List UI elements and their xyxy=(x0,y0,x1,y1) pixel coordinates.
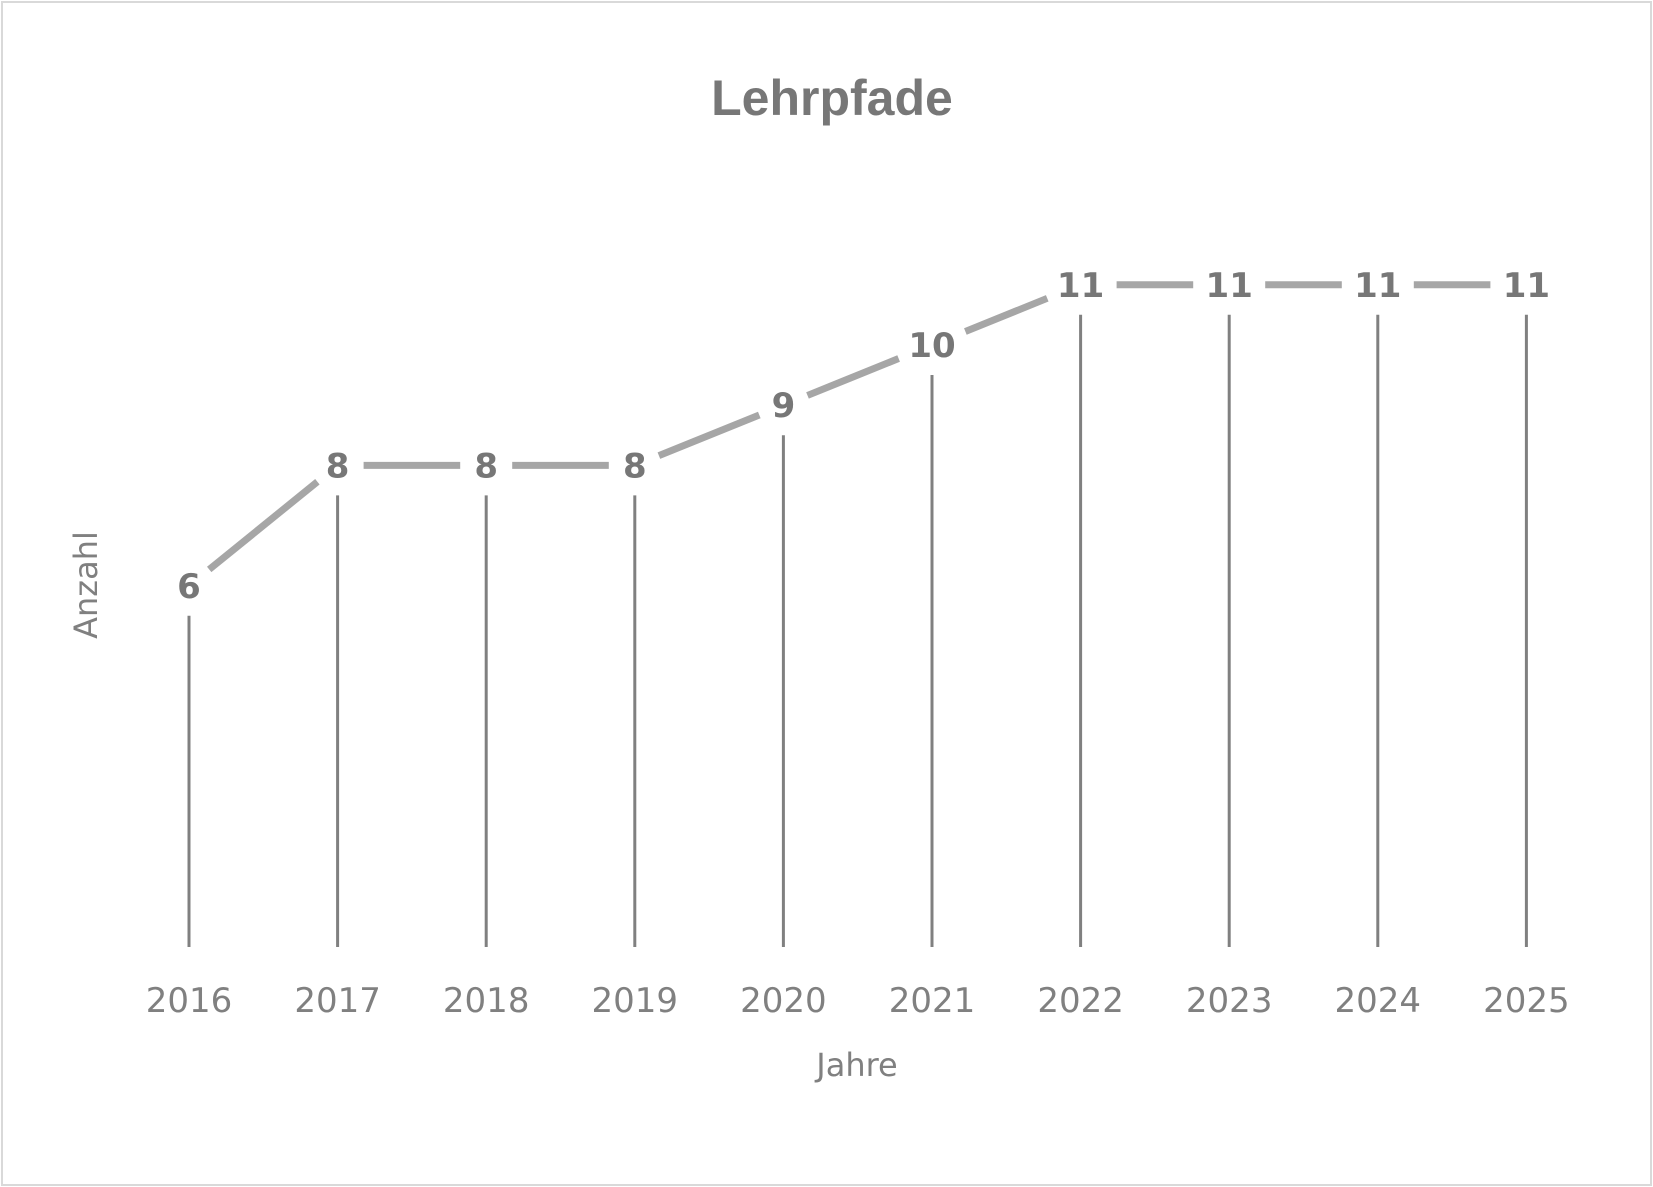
drop-lines xyxy=(187,314,1528,947)
chart-title: Lehrpfade xyxy=(711,70,953,126)
data-label-2024: 11 xyxy=(1354,266,1401,306)
data-label-2022: 11 xyxy=(1057,266,1104,306)
data-label-2025: 11 xyxy=(1503,266,1550,306)
x-tick-label-2019: 2019 xyxy=(592,981,679,1021)
series-segment-2020-2021 xyxy=(806,355,900,399)
x-tick-label-2025: 2025 xyxy=(1483,981,1570,1021)
data-label-2021: 10 xyxy=(908,326,955,366)
x-tick-label-2023: 2023 xyxy=(1186,981,1273,1021)
x-tick-label-2024: 2024 xyxy=(1335,981,1422,1021)
x-tick-label-2016: 2016 xyxy=(146,981,233,1021)
series-line xyxy=(206,281,1491,573)
data-label-2016: 6 xyxy=(177,567,201,607)
data-label-2020: 9 xyxy=(772,386,796,426)
x-tick-label-2017: 2017 xyxy=(294,981,381,1021)
x-tick-label-2018: 2018 xyxy=(443,981,530,1021)
x-tick-label-2021: 2021 xyxy=(889,981,976,1021)
x-tick-label-2020: 2020 xyxy=(740,981,827,1021)
data-label-2023: 11 xyxy=(1206,266,1253,306)
series-segment-2016-2017 xyxy=(206,479,320,573)
x-tick-label-2022: 2022 xyxy=(1037,981,1124,1021)
data-label-2018: 8 xyxy=(474,446,498,486)
data-labels: 6 8 8 8 9 10 11 11 11 11 xyxy=(177,266,1550,607)
data-label-2019: 8 xyxy=(623,446,647,486)
series-segment-2019-2020 xyxy=(657,411,761,459)
data-label-2017: 8 xyxy=(326,446,350,486)
x-axis-label: Jahre xyxy=(814,1046,897,1084)
series-segment-2021-2022 xyxy=(964,295,1049,335)
y-axis-label: Anzahl xyxy=(67,531,105,639)
x-axis-ticks: 2016 2017 2018 2019 2020 2021 2022 2023 2024 2025 xyxy=(146,981,1570,1021)
